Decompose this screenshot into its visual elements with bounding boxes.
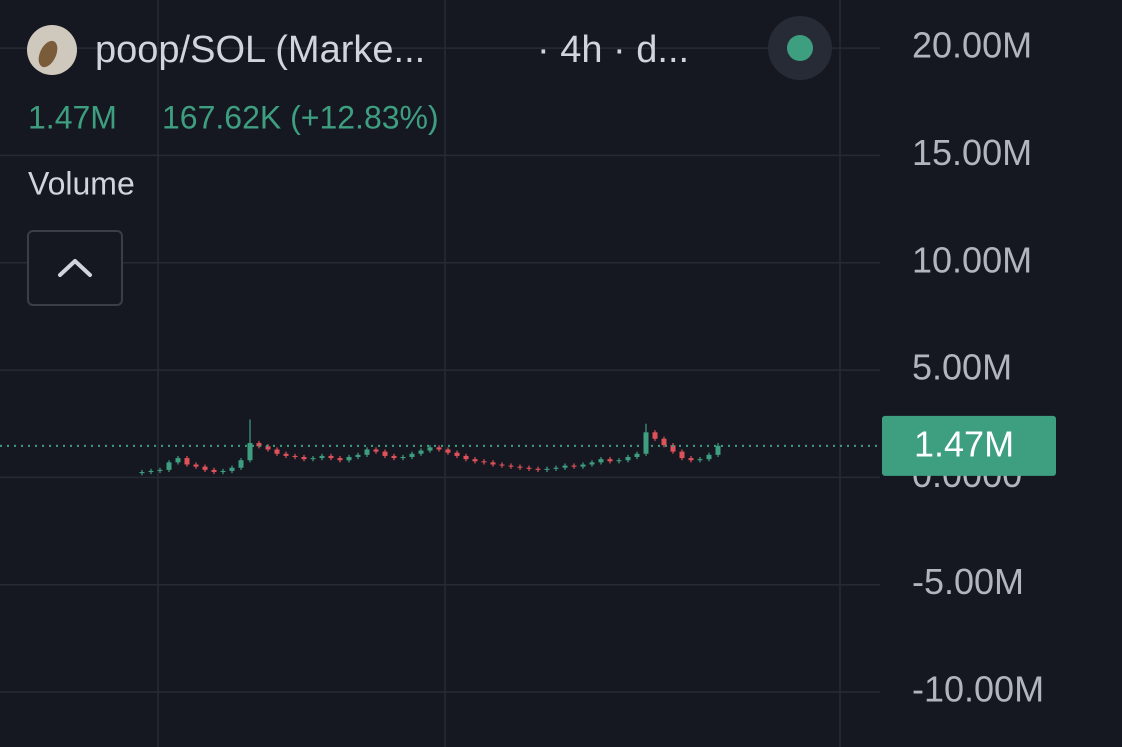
- candle-body: [310, 458, 316, 460]
- indicator-label: Volume: [28, 165, 135, 201]
- candle-body: [292, 455, 298, 458]
- candle-body: [337, 458, 343, 461]
- candle-body: [220, 470, 226, 473]
- candle-body: [517, 466, 523, 468]
- candle-body: [679, 451, 685, 459]
- interval: · 4h · d...: [537, 29, 689, 71]
- candle-body: [553, 467, 559, 469]
- candle-body: [715, 445, 721, 455]
- candle-body: [256, 443, 262, 447]
- candle-body: [427, 447, 433, 451]
- candle-body: [697, 459, 703, 461]
- candle-body: [247, 443, 253, 461]
- candle-body: [535, 468, 541, 470]
- candle-body: [148, 470, 154, 473]
- y-tick-label: 10.00M: [912, 239, 1032, 280]
- candle-body: [400, 457, 406, 459]
- candle-body: [481, 461, 487, 463]
- candle-body: [238, 460, 244, 468]
- candle-body: [688, 458, 694, 461]
- candle-body: [445, 449, 451, 453]
- header-price: 1.47M: [28, 99, 117, 135]
- candle-body: [607, 459, 613, 462]
- plot: [0, 419, 880, 476]
- candle-body: [436, 447, 442, 450]
- last-price-label: 1.47M: [914, 423, 1014, 464]
- candle-body: [589, 462, 595, 465]
- candle-body: [166, 462, 172, 470]
- candle-body: [643, 432, 649, 454]
- header-change: 167.62K (+12.83%): [162, 99, 439, 135]
- candle-body: [346, 457, 352, 461]
- y-tick-label: 5.00M: [912, 347, 1012, 388]
- candle-body: [418, 450, 424, 454]
- collapse-button[interactable]: [27, 230, 123, 306]
- candle-body: [229, 467, 235, 471]
- symbol-title: poop/SOL (Marke...: [95, 29, 425, 71]
- last-price-badge: [882, 415, 1056, 476]
- candle-body: [526, 467, 532, 469]
- candle-body: [364, 449, 370, 455]
- candle-body: [625, 457, 631, 461]
- candle-body: [472, 459, 478, 462]
- chevron-up: [58, 259, 92, 277]
- candle-body: [499, 464, 505, 466]
- y-axis: 20.00M15.00M10.00M5.00M0.0000-5.00M-10.0…: [882, 25, 1056, 710]
- candle-body: [202, 466, 208, 470]
- candle-body: [580, 464, 586, 467]
- candle-body: [382, 451, 388, 456]
- candle-body: [544, 468, 550, 470]
- candle-body: [328, 455, 334, 459]
- grid: [0, 0, 880, 747]
- y-tick-label: -5.00M: [912, 561, 1024, 602]
- status-dot: [787, 35, 813, 61]
- candle-body: [652, 432, 658, 439]
- candle-body: [571, 465, 577, 467]
- candle-body: [454, 452, 460, 456]
- candle-body: [301, 457, 307, 460]
- candle-body: [391, 455, 397, 459]
- header: poop/SOL (Marke... · 4h · d... 1.47M 167…: [27, 16, 832, 306]
- candle-body: [373, 449, 379, 452]
- candle-body: [283, 453, 289, 456]
- candle-body: [616, 460, 622, 462]
- candle-body: [706, 454, 712, 460]
- candle-body: [670, 445, 676, 452]
- y-tick-label: -10.00M: [912, 669, 1044, 710]
- candle-body: [409, 453, 415, 458]
- candle-body: [508, 465, 514, 467]
- candle-body: [562, 465, 568, 468]
- candle-body: [319, 455, 325, 459]
- candle-body: [661, 438, 667, 446]
- candle-body: [265, 446, 271, 450]
- candle-body: [184, 458, 190, 465]
- candle-body: [634, 453, 640, 458]
- candle-body: [598, 459, 604, 463]
- avatar-icon: [38, 40, 58, 68]
- candle-body: [274, 449, 280, 454]
- candle-body: [175, 458, 181, 463]
- candle-body: [463, 455, 469, 460]
- candle-body: [355, 454, 361, 458]
- candle-body: [193, 464, 199, 467]
- candle-body: [490, 462, 496, 465]
- y-tick-label: 20.00M: [912, 25, 1032, 66]
- candle-body: [211, 469, 217, 473]
- y-tick-label: 15.00M: [912, 132, 1032, 173]
- candle-body: [157, 469, 163, 471]
- candle-body: [139, 472, 145, 474]
